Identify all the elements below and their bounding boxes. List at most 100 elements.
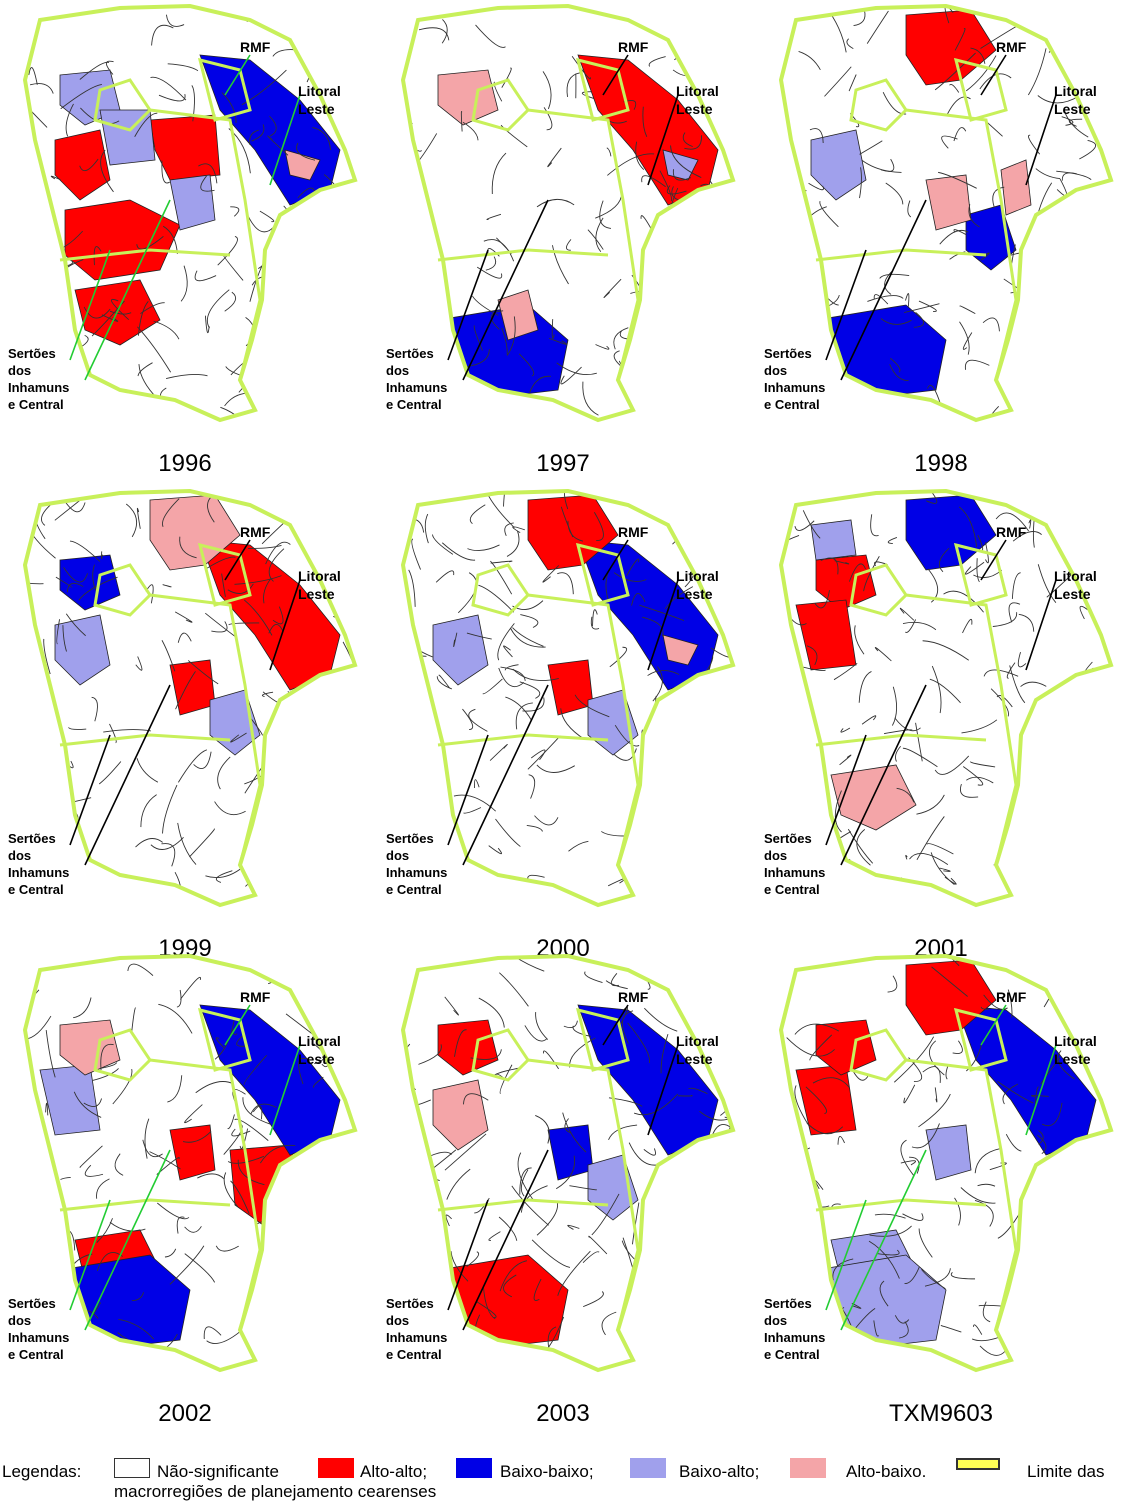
municipality-border <box>88 1347 99 1379</box>
municipality-border <box>842 1333 858 1360</box>
municipality-border <box>134 399 157 411</box>
municipality-border <box>1023 1252 1029 1255</box>
municipality-border <box>703 674 715 687</box>
municipality-border <box>303 1274 320 1289</box>
municipality-border <box>766 634 784 653</box>
municipality-border <box>328 492 335 504</box>
municipality-border <box>782 266 790 284</box>
municipality-border <box>1011 1304 1022 1350</box>
municipality-border <box>1046 316 1079 337</box>
municipality-border <box>1092 1218 1098 1235</box>
municipality-border <box>1054 866 1065 870</box>
municipality-border <box>62 796 68 822</box>
legend-label-nao-significante: Não-significante <box>157 1462 279 1482</box>
municipality-border <box>328 370 355 389</box>
municipality-border <box>678 213 695 216</box>
label-sertoes: Sertões dos Inhamuns e Central <box>764 345 825 413</box>
municipality-border <box>671 503 700 515</box>
municipality-border <box>325 1219 345 1228</box>
municipality-border <box>1037 1200 1070 1219</box>
label-rmf: RMF <box>996 38 1026 56</box>
municipality-border <box>773 160 785 177</box>
municipality-border <box>1091 361 1114 383</box>
municipality-border <box>597 6 633 10</box>
municipality-border <box>1074 300 1103 331</box>
municipality-border <box>1054 1337 1075 1341</box>
municipality-border <box>394 694 424 707</box>
municipality-border <box>714 718 724 744</box>
municipality-border <box>1058 50 1064 60</box>
label-litoral-leste: Litoral Leste <box>298 567 341 603</box>
municipality-border <box>17 191 28 219</box>
year-caption: 1996 <box>55 450 315 478</box>
municipality-border <box>32 320 42 341</box>
municipality-border <box>391 1081 406 1106</box>
municipality-border <box>325 680 343 711</box>
municipality-border <box>723 1272 729 1280</box>
map-panel: RMF Litoral Leste Sertões dos Inhamuns e C… <box>756 0 1126 475</box>
municipality-border <box>696 1226 708 1248</box>
municipality-border <box>648 356 653 373</box>
municipality-border <box>304 1309 312 1327</box>
municipality-border <box>1023 1355 1052 1368</box>
municipality-border <box>31 253 56 262</box>
municipality-border <box>1065 991 1084 997</box>
label-litoral-leste: Litoral Leste <box>676 567 719 603</box>
label-litoral-leste: Litoral Leste <box>1054 1032 1097 1068</box>
municipality-border <box>414 302 418 308</box>
municipality-border <box>716 986 735 1022</box>
label-sertoes: Sertões dos Inhamuns e Central <box>8 1295 69 1363</box>
municipality-border <box>672 277 699 302</box>
municipality-border <box>261 790 275 806</box>
municipality-border <box>662 1278 676 1289</box>
label-litoral-leste: Litoral Leste <box>1054 82 1097 118</box>
municipality-border <box>33 0 56 12</box>
municipality-border <box>1069 204 1084 221</box>
label-sertoes: Sertões dos Inhamuns e Central <box>386 830 447 898</box>
municipality-border <box>1066 55 1099 58</box>
municipality-border <box>464 1359 476 1396</box>
municipality-border <box>1101 120 1108 128</box>
municipality-border <box>1091 512 1104 544</box>
municipality-border <box>1041 1167 1052 1176</box>
municipality-border <box>274 973 288 975</box>
municipality-border <box>708 984 740 1021</box>
municipality-border <box>341 487 358 528</box>
municipality-border <box>322 33 330 65</box>
municipality-border <box>285 245 302 264</box>
municipality-border <box>1049 1260 1065 1262</box>
municipality-border <box>257 1264 282 1288</box>
municipality-border <box>254 369 263 375</box>
municipality-border <box>15 624 26 631</box>
label-sertoes: Sertões dos Inhamuns e Central <box>8 345 69 413</box>
municipality-border <box>1061 280 1075 305</box>
municipality-border <box>0 146 21 151</box>
municipality-border <box>641 1271 652 1281</box>
municipality-border <box>326 1289 334 1316</box>
municipality-border <box>13 709 29 739</box>
municipality-border <box>446 1354 458 1375</box>
municipality-border <box>1080 827 1086 872</box>
label-rmf: RMF <box>996 523 1026 541</box>
legend-label-alto-baixo: Alto-baixo. <box>846 1462 926 1482</box>
municipality-border <box>305 230 344 241</box>
municipality-border <box>1020 763 1031 781</box>
municipality-border <box>384 822 425 825</box>
municipality-border <box>302 957 307 994</box>
label-litoral-leste: Litoral Leste <box>676 82 719 118</box>
municipality-border <box>407 298 423 324</box>
year-caption: 2002 <box>55 1400 315 1428</box>
municipality-border <box>1099 846 1111 856</box>
municipality-border <box>336 1013 342 1027</box>
municipality-border <box>319 770 337 778</box>
municipality-border <box>657 1249 698 1261</box>
swatch-nao-significante <box>114 1458 150 1478</box>
label-sertoes: Sertões dos Inhamuns e Central <box>8 830 69 898</box>
municipality-border <box>1051 758 1067 801</box>
label-sertoes: Sertões dos Inhamuns e Central <box>764 1295 825 1363</box>
municipality-border <box>680 1280 687 1284</box>
municipality-border <box>1007 360 1024 399</box>
